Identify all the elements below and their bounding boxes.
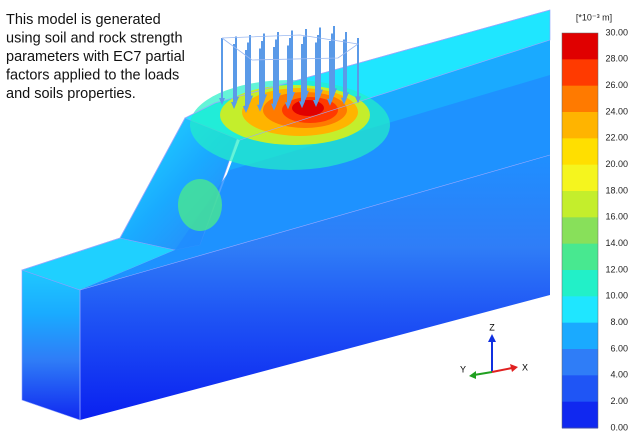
legend-swatch	[562, 296, 598, 323]
x-label: X	[522, 362, 528, 372]
legend-unit: [*10⁻³ m]	[576, 12, 612, 22]
legend-swatch	[562, 270, 598, 297]
legend-label: 10.00	[605, 291, 628, 301]
legend-swatch	[562, 59, 598, 86]
legend-label: 28.00	[605, 54, 628, 64]
axis-triad: Z X Y	[460, 322, 528, 379]
legend-label: 22.00	[605, 133, 628, 143]
legend-label: 0.00	[610, 422, 628, 432]
y-arrow	[469, 371, 476, 379]
legend-swatch	[562, 217, 598, 244]
legend-swatch	[562, 138, 598, 165]
legend-label: 2.00	[610, 396, 628, 406]
legend-swatch	[562, 402, 598, 429]
legend-label: 20.00	[605, 159, 628, 169]
z-label: Z	[489, 322, 495, 332]
legend-swatch	[562, 191, 598, 218]
annotation-line: using soil and rock strength	[6, 31, 183, 47]
legend-label: 16.00	[605, 212, 628, 222]
legend-swatch	[562, 112, 598, 139]
legend-swatch	[562, 33, 598, 60]
annotation-line: factors applied to the loads	[6, 68, 179, 84]
x-axis	[492, 368, 512, 372]
legend-label: 6.00	[610, 343, 628, 353]
legend-swatch	[562, 323, 598, 350]
legend-swatch	[562, 349, 598, 376]
annotation-line: and soils properties.	[6, 86, 136, 102]
annotation: This model is generated using soil and ro…	[6, 12, 185, 102]
legend-label: 8.00	[610, 317, 628, 327]
legend-swatch	[562, 86, 598, 113]
legend-label: 18.00	[605, 185, 628, 195]
legend-swatch	[562, 375, 598, 402]
legend-label: 12.00	[605, 264, 628, 274]
contour	[292, 100, 324, 116]
legend-swatch	[562, 244, 598, 271]
y-label: Y	[460, 364, 466, 374]
annotation-line: parameters with EC7 partial	[6, 49, 185, 65]
legend-label: 4.00	[610, 370, 628, 380]
legend-swatch	[562, 165, 598, 192]
model-front-face	[22, 270, 80, 420]
contour	[178, 179, 222, 231]
legend-label: 30.00	[605, 27, 628, 37]
annotation-line: This model is generated	[6, 12, 161, 28]
legend-label: 24.00	[605, 106, 628, 116]
legend-label: 14.00	[605, 238, 628, 248]
legend-label: 26.00	[605, 80, 628, 90]
x-arrow	[510, 364, 518, 372]
screen: This model is generated using soil and ro…	[0, 0, 639, 433]
y-axis	[474, 372, 492, 375]
z-arrow	[488, 334, 496, 342]
legend: [*10⁻³ m] 30.00 28.00 26.00 24.00 22.00 20.00…	[562, 12, 628, 432]
